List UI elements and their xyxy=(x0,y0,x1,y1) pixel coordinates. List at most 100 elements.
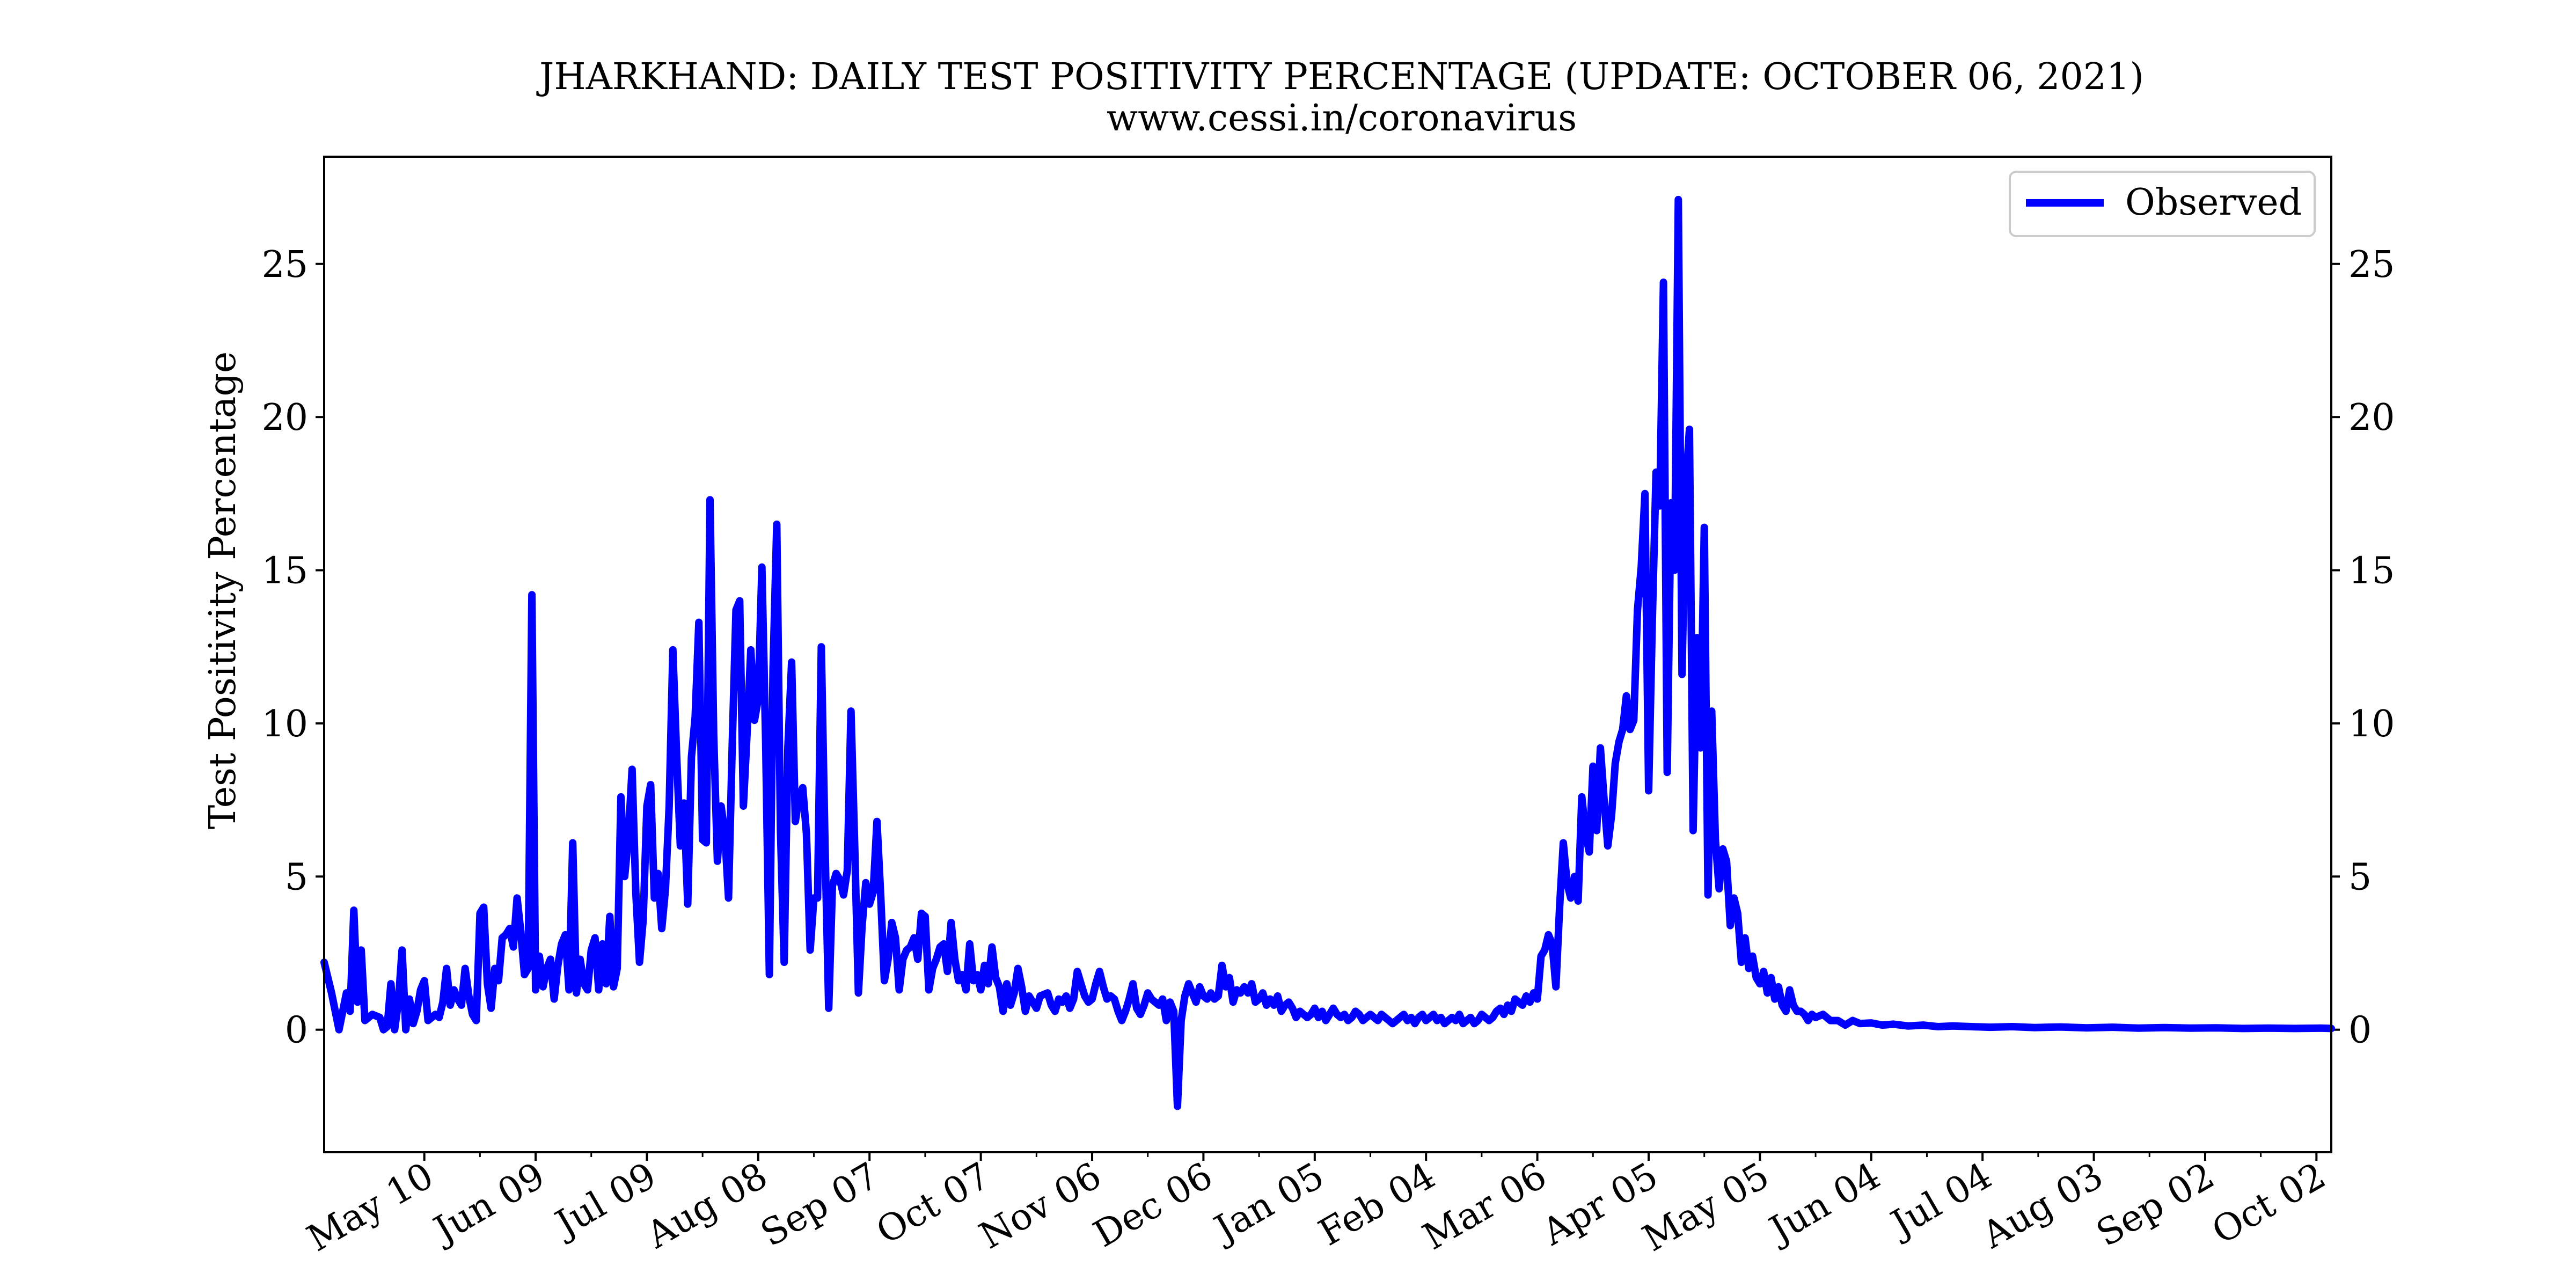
data-point xyxy=(1307,1011,1314,1018)
data-point xyxy=(1219,962,1225,969)
data-point xyxy=(603,980,610,987)
data-point xyxy=(554,962,561,969)
data-point xyxy=(458,1002,465,1008)
data-point xyxy=(547,956,554,963)
data-point xyxy=(1768,974,1775,981)
data-point xyxy=(1004,980,1010,987)
data-point xyxy=(1452,1017,1459,1024)
data-point xyxy=(692,714,699,721)
data-point xyxy=(658,925,665,932)
data-point xyxy=(1144,990,1151,997)
data-point xyxy=(1089,996,1095,1002)
data-point xyxy=(1842,1022,1849,1029)
data-point xyxy=(591,934,598,941)
data-point xyxy=(773,521,780,528)
data-point xyxy=(2239,1025,2246,1032)
data-point xyxy=(1230,999,1236,1006)
data-point xyxy=(2135,1024,2142,1031)
data-point xyxy=(1716,885,1723,892)
data-point xyxy=(454,996,461,1002)
data-point xyxy=(1467,1014,1474,1021)
data-point xyxy=(814,895,821,902)
data-point xyxy=(1723,858,1730,865)
data-point xyxy=(647,781,654,788)
data-point xyxy=(881,977,888,984)
data-point xyxy=(1920,1022,1927,1029)
data-point xyxy=(1289,1005,1296,1012)
data-point xyxy=(1315,1014,1322,1021)
data-point xyxy=(1519,1002,1526,1008)
data-point xyxy=(1549,940,1556,947)
data-point xyxy=(406,996,413,1002)
data-point xyxy=(1118,1017,1125,1024)
data-point xyxy=(1074,968,1081,975)
y-tick-label-left: 15 xyxy=(261,550,308,592)
data-point xyxy=(1757,980,1763,987)
data-point xyxy=(1029,999,1036,1006)
data-point xyxy=(395,999,402,1006)
data-point xyxy=(1497,1005,1504,1012)
data-point xyxy=(328,990,335,997)
data-point xyxy=(584,986,591,993)
data-point xyxy=(981,962,988,969)
data-point xyxy=(1578,793,1585,800)
data-point xyxy=(1044,990,1051,997)
data-point xyxy=(669,646,676,653)
data-point xyxy=(2161,1024,2168,1031)
data-point xyxy=(851,843,858,850)
data-point xyxy=(1155,1002,1162,1008)
data-point xyxy=(1341,1011,1348,1018)
data-point xyxy=(1601,796,1607,803)
data-point xyxy=(539,983,546,990)
data-point xyxy=(940,940,947,947)
data-point xyxy=(751,717,758,724)
data-point xyxy=(952,956,958,963)
data-point xyxy=(874,818,881,825)
data-point xyxy=(1523,992,1529,999)
data-point xyxy=(1208,990,1214,997)
data-point xyxy=(1749,953,1756,960)
data-point xyxy=(884,956,891,963)
data-point xyxy=(492,965,498,972)
data-point xyxy=(1400,1011,1407,1018)
data-point xyxy=(859,922,866,929)
data-point xyxy=(1597,744,1604,751)
data-point xyxy=(628,766,635,773)
data-point xyxy=(1649,616,1656,623)
data-point xyxy=(1115,1008,1122,1015)
data-point xyxy=(580,980,587,987)
data-point xyxy=(1786,986,1793,993)
data-point xyxy=(1501,1011,1507,1018)
data-point xyxy=(1530,990,1537,997)
plot-frame xyxy=(323,156,2332,1153)
y-tick-label-right: 15 xyxy=(2348,550,2395,592)
data-point xyxy=(488,1005,495,1012)
data-point xyxy=(1092,980,1099,987)
data-point xyxy=(1634,606,1641,613)
data-point xyxy=(710,732,717,739)
data-point xyxy=(718,803,724,809)
data-point xyxy=(989,943,996,950)
data-point xyxy=(1890,1021,1897,1028)
data-point xyxy=(847,708,854,715)
data-point xyxy=(985,980,992,987)
data-point xyxy=(1612,760,1619,767)
data-point xyxy=(562,931,569,938)
data-point xyxy=(1489,1014,1496,1021)
data-point xyxy=(1348,1014,1355,1021)
data-point xyxy=(387,980,394,987)
data-point xyxy=(529,591,536,598)
data-point xyxy=(725,895,732,902)
data-point xyxy=(1827,1017,1834,1024)
data-point xyxy=(1764,990,1771,997)
data-point xyxy=(1248,980,1255,987)
data-point xyxy=(569,839,576,846)
data-point xyxy=(1593,827,1600,834)
data-point xyxy=(855,990,862,997)
data-point xyxy=(822,843,829,850)
data-point xyxy=(1731,895,1737,902)
data-point xyxy=(1689,827,1696,834)
data-point xyxy=(807,947,814,954)
data-point xyxy=(1719,845,1726,852)
data-point xyxy=(484,980,491,987)
